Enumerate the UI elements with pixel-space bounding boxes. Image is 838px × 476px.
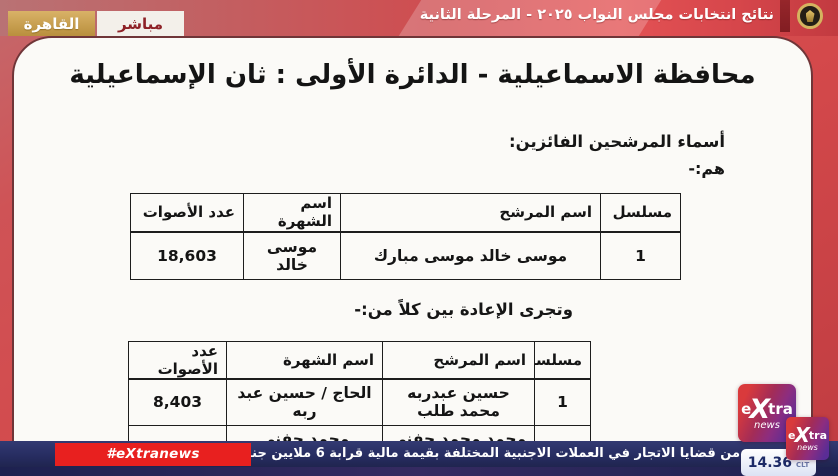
header-cell-votes: عدد الأصوات — [130, 193, 244, 233]
header-cell-alias: اسم الشهرة — [226, 341, 383, 380]
header-cell-candidate: اسم المرشح — [340, 193, 601, 233]
logo-news-text: news — [797, 443, 818, 452]
hashtag-badge: #eXtranews — [55, 442, 251, 466]
cell-alias: موسى خالد — [243, 231, 341, 280]
cell-serial: 1 — [534, 378, 591, 426]
header-cell-alias: اسم الشهرة — [243, 193, 341, 233]
logo-x: X — [794, 423, 810, 447]
logo-news-text: news — [754, 419, 780, 431]
logo-e: e — [788, 428, 796, 442]
winners-table: مسلسل اسم المرشح اسم الشهرة عدد الأصوات … — [130, 193, 681, 280]
header-cell-serial: مسلسل — [600, 193, 681, 233]
runoff-heading: وتجرى الإعادة بين كلاً من:- — [354, 300, 573, 319]
logo-tra: tra — [808, 428, 827, 442]
logo-tra: tra — [768, 399, 793, 418]
state-emblem-icon — [797, 3, 823, 29]
table-header-row: مسلسل اسم المرشح اسم الشهرة عدد الأصوات — [130, 193, 681, 233]
cell-votes: 18,603 — [130, 231, 244, 280]
ticker-segment-current: من قضايا الاتجار في العملات الاجنبية الم… — [238, 446, 740, 461]
cell-candidate: موسى خالد موسى مبارك — [340, 231, 601, 280]
logo-e: e — [741, 399, 752, 418]
program-headline: نتائج انتخابات مجلس النواب ٢٠٢٥ - المرحل… — [419, 7, 774, 23]
header-cell-serial: مسلسل — [534, 341, 591, 380]
live-badge: مباشر — [97, 11, 184, 36]
document-title: محافظة الاسماعيلية - الدائرة الأولى : ثا… — [69, 60, 756, 90]
cell-candidate: حسين عبدربه محمد طلب — [382, 378, 535, 426]
header-cell-votes: عدد الأصوات — [128, 341, 227, 380]
table-row: 1 حسين عبدربه محمد طلب الحاج / حسين عبد … — [128, 378, 591, 426]
results-document: محافظة الاسماعيلية - الدائرة الأولى : ثا… — [12, 36, 813, 448]
clock-time: 14.36 — [747, 454, 793, 471]
cell-votes: 8,403 — [128, 378, 227, 426]
winners-heading: أسماء المرشحين الفائزين: — [509, 132, 725, 151]
flag-stripe — [780, 0, 790, 32]
clock-timezone: CLT — [796, 460, 810, 469]
cell-alias: الحاج / حسين عبد ربه — [226, 378, 383, 426]
ticker-bottom-strip — [0, 467, 838, 476]
table-row: 1 موسى خالد موسى مبارك موسى خالد 18,603 — [130, 231, 681, 280]
winners-subheading: هم:- — [688, 159, 725, 178]
badge-row: القاهرة مباشر — [8, 11, 184, 36]
table-header-row: مسلسل اسم المرشح اسم الشهرة عدد الأصوات — [128, 341, 591, 380]
runoff-table: مسلسل اسم المرشح اسم الشهرة عدد الأصوات … — [128, 341, 591, 446]
header-cell-candidate: اسم المرشح — [382, 341, 535, 380]
location-badge: القاهرة — [8, 11, 95, 36]
news-ticker: من قضايا الاتجار في العملات الاجنبية الم… — [0, 441, 838, 467]
cell-serial: 1 — [600, 231, 681, 280]
logo-x: X — [749, 393, 771, 425]
eagle-icon — [805, 10, 815, 22]
